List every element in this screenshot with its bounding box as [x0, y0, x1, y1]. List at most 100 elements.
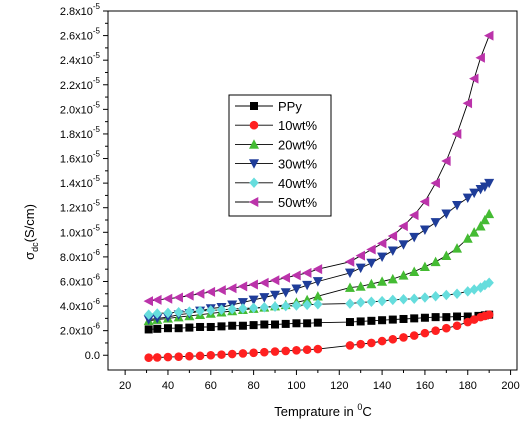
data-point	[442, 323, 451, 333]
data-point	[228, 321, 237, 330]
data-point	[355, 263, 366, 274]
x-tick-label: 40	[162, 380, 174, 392]
data-point	[174, 352, 183, 362]
data-point	[388, 334, 398, 344]
legend-entry-40wtpct: 40wt%	[235, 176, 317, 191]
data-point	[238, 321, 247, 330]
data-point	[185, 351, 194, 361]
data-point	[259, 302, 270, 313]
data-point	[269, 275, 280, 286]
legend-label: 20wt%	[278, 137, 317, 152]
data-point	[484, 30, 494, 41]
legend-marker	[248, 197, 259, 207]
data-point	[367, 316, 376, 325]
data-point	[144, 325, 153, 334]
x-axis-title-superscript: 0	[357, 402, 362, 412]
data-point	[366, 258, 377, 269]
data-point	[376, 238, 387, 249]
legend-marker	[250, 102, 259, 111]
data-point	[313, 344, 323, 354]
data-point	[174, 324, 183, 333]
data-point	[302, 267, 312, 278]
data-point	[227, 303, 237, 315]
data-point	[388, 294, 398, 306]
data-point	[484, 310, 494, 319]
legend-entry-20wtpct: 20wt%	[235, 137, 317, 152]
data-point	[451, 128, 462, 139]
legend-label: 30wt%	[278, 157, 317, 172]
y-tick-label: 1.8x10-5	[60, 125, 101, 141]
legend-marker	[249, 139, 259, 149]
data-point	[398, 294, 409, 305]
data-point	[312, 264, 323, 275]
x-tick-label: 20	[119, 380, 131, 392]
data-point	[302, 345, 312, 355]
data-point	[206, 350, 216, 360]
data-point	[431, 326, 440, 335]
data-point	[430, 290, 441, 302]
data-point	[217, 350, 226, 359]
data-point	[271, 320, 280, 329]
data-point	[409, 210, 419, 221]
data-point	[398, 270, 409, 280]
y-tick-label: 1.6x10-5	[60, 150, 101, 166]
data-point	[237, 281, 248, 292]
data-point	[387, 230, 398, 241]
plot-frame	[107, 10, 518, 371]
x-axis-title: Temprature in 0C	[274, 402, 372, 419]
data-point	[238, 303, 248, 314]
data-point	[387, 246, 398, 256]
data-point	[162, 293, 173, 304]
legend-marker	[249, 120, 259, 130]
data-point	[292, 319, 301, 328]
x-tick-label: 120	[330, 380, 348, 392]
series-40wtpct	[143, 277, 494, 320]
data-point	[345, 298, 355, 309]
data-point	[143, 309, 154, 320]
data-point	[366, 244, 376, 255]
data-point	[475, 221, 486, 231]
data-point	[469, 284, 479, 295]
data-point	[356, 317, 365, 326]
data-point	[469, 188, 480, 199]
series-10wtpct	[144, 310, 494, 363]
data-point	[430, 256, 441, 267]
legend-marker	[249, 177, 259, 189]
x-tick-label: 140	[373, 380, 391, 392]
data-point	[377, 295, 387, 307]
data-point	[216, 285, 226, 296]
data-point	[377, 252, 388, 263]
data-point	[280, 272, 291, 283]
data-point	[479, 182, 490, 192]
data-point	[217, 322, 226, 331]
data-point	[185, 323, 194, 332]
data-point	[377, 276, 388, 286]
data-point	[206, 305, 216, 316]
data-point	[469, 73, 479, 84]
x-tick-label: 200	[501, 380, 519, 392]
data-point	[260, 347, 269, 357]
y-tick-label: 4.0x10-6	[60, 297, 101, 313]
legend: PPy 10wt% 20wt% 30wt% 40wt% 50wt%	[228, 94, 332, 217]
data-point	[367, 338, 376, 348]
data-point	[184, 306, 195, 317]
legend-label: 50wt%	[278, 195, 317, 210]
data-point	[163, 307, 173, 319]
data-point	[344, 268, 355, 279]
data-point	[344, 256, 355, 267]
data-point	[441, 209, 452, 220]
y-axis-title-subscript: dc	[30, 242, 40, 252]
data-point	[303, 319, 312, 328]
data-point	[291, 270, 301, 281]
svg-text:σdc(S/cm): σdc(S/cm)	[22, 204, 40, 260]
legend-entry-ppy: PPy	[235, 99, 302, 114]
data-point	[312, 291, 323, 301]
data-point	[312, 277, 323, 287]
axis-ticks: 20 40 60 80 100 120 140 160 180 200 0.0 2.0x10-6 4.0…	[60, 2, 520, 392]
y-tick-label: 8.0x10-6	[60, 248, 101, 264]
y-tick-label: 2.8x10-5	[60, 2, 101, 18]
data-point	[249, 348, 258, 358]
data-point	[462, 193, 473, 204]
data-point	[153, 324, 162, 333]
